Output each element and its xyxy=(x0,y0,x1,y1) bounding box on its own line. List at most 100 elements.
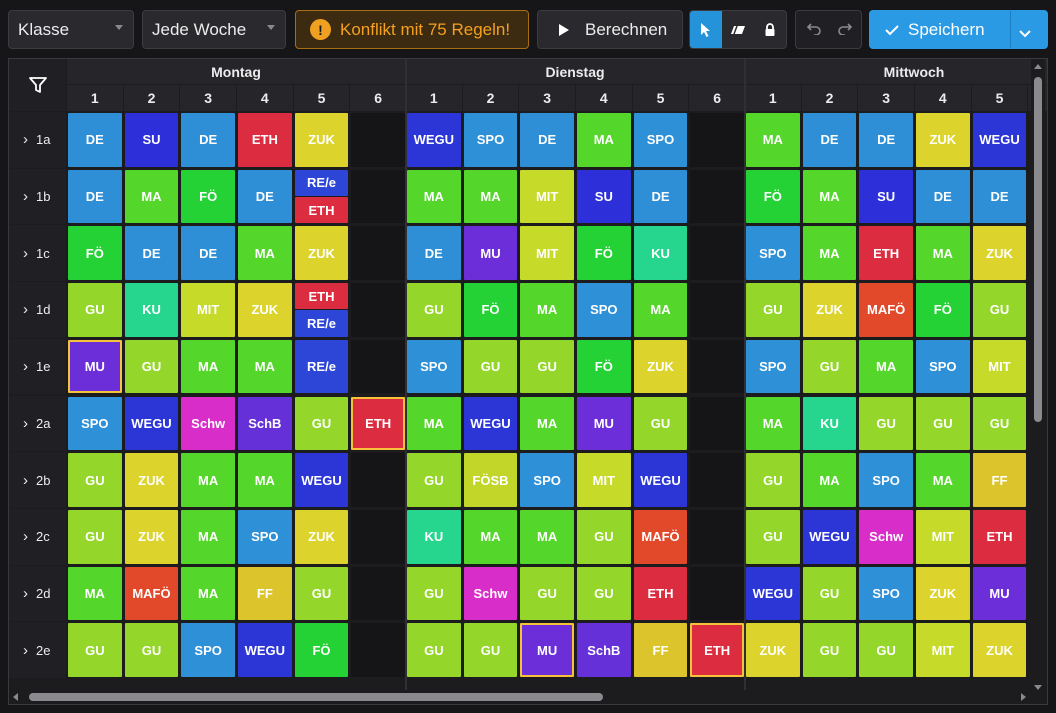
lesson-cell[interactable]: MU xyxy=(68,339,122,394)
lesson-cell[interactable]: FF xyxy=(238,566,292,621)
row-label[interactable]: › 2d xyxy=(9,565,66,622)
lesson-cell[interactable]: ETH xyxy=(351,396,405,451)
redo-button[interactable] xyxy=(837,20,853,40)
lesson-cell[interactable]: GU xyxy=(407,283,461,337)
lesson-cell[interactable]: MU xyxy=(463,226,518,281)
lesson-cell[interactable]: RE/e xyxy=(294,339,349,394)
lesson-cell[interactable]: KU xyxy=(407,509,461,564)
lesson-cell[interactable]: KU xyxy=(802,396,857,451)
lesson-cell[interactable]: MIT xyxy=(520,226,574,281)
lesson-cell[interactable]: ZUK xyxy=(124,453,179,507)
lesson-cell[interactable]: DE xyxy=(916,169,970,224)
lesson-cell[interactable]: ZUK xyxy=(294,226,349,281)
compute-button[interactable]: Berechnen xyxy=(537,10,683,49)
lesson-cell[interactable]: GU xyxy=(68,283,122,337)
lesson-cell[interactable]: MA xyxy=(124,169,179,224)
scroll-down-icon[interactable] xyxy=(1034,685,1042,690)
lesson-cell[interactable]: Schw xyxy=(181,396,235,451)
lesson-cell[interactable]: MA xyxy=(68,566,122,621)
lesson-cell[interactable]: ETH xyxy=(972,509,1027,564)
empty-slot[interactable] xyxy=(351,509,405,564)
lesson-cell[interactable]: MIT xyxy=(181,283,235,337)
lesson-cell[interactable]: GU xyxy=(916,396,970,451)
row-label[interactable]: › 1e xyxy=(9,338,66,395)
lesson-cell[interactable]: GU xyxy=(68,453,122,507)
lesson-cell[interactable]: DE xyxy=(520,113,574,167)
lesson-cell[interactable]: SPO xyxy=(577,283,631,337)
lesson-cell[interactable]: GU xyxy=(802,623,857,677)
row-label[interactable]: › 2e xyxy=(9,622,66,678)
lesson-cell[interactable]: SPO xyxy=(746,339,800,394)
eraser-mode-button[interactable] xyxy=(722,11,754,48)
lesson-cell[interactable]: MU xyxy=(520,623,574,677)
empty-slot[interactable] xyxy=(351,113,405,167)
lesson-cell[interactable]: SPO xyxy=(633,113,688,167)
lesson-cell[interactable]: DE xyxy=(181,113,235,167)
lesson-cell[interactable]: MA xyxy=(238,339,292,394)
empty-slot[interactable] xyxy=(690,453,744,507)
lesson-cell[interactable]: GU xyxy=(802,339,857,394)
empty-slot[interactable] xyxy=(351,226,405,281)
lesson-cell[interactable]: SPO xyxy=(68,396,122,451)
lesson-cell[interactable]: MIT xyxy=(916,623,970,677)
lesson-cell[interactable]: MA xyxy=(181,509,235,564)
lesson-cell[interactable]: MIT xyxy=(916,509,970,564)
filter-button[interactable] xyxy=(9,59,66,111)
lesson-cell[interactable]: GU xyxy=(577,566,631,621)
empty-slot[interactable] xyxy=(351,453,405,507)
lesson-cell[interactable]: ETH xyxy=(690,623,744,677)
lesson-cell[interactable]: DE xyxy=(972,169,1027,224)
lesson-cell[interactable]: RE/e xyxy=(294,310,349,337)
lesson-cell[interactable]: GU xyxy=(802,566,857,621)
lesson-cell[interactable]: GU xyxy=(407,566,461,621)
row-label[interactable]: › 2c xyxy=(9,508,66,565)
lesson-cell[interactable]: GU xyxy=(859,623,913,677)
lesson-cell[interactable]: ETH xyxy=(633,566,688,621)
lesson-cell[interactable]: MA xyxy=(577,113,631,167)
scroll-up-icon[interactable] xyxy=(1034,64,1042,69)
lesson-cell[interactable]: MA xyxy=(181,566,235,621)
lesson-cell[interactable]: WEGU xyxy=(802,509,857,564)
lesson-cell[interactable]: MA xyxy=(520,509,574,564)
lesson-cell[interactable]: ZUK xyxy=(972,226,1027,281)
horizontal-scrollbar[interactable] xyxy=(9,690,1039,704)
lesson-cell[interactable]: GU xyxy=(520,566,574,621)
lesson-cell[interactable]: WEGU xyxy=(407,113,461,167)
lesson-cell[interactable]: WEGU xyxy=(633,453,688,507)
empty-slot[interactable] xyxy=(690,509,744,564)
lesson-cell[interactable]: WEGU xyxy=(746,566,800,621)
lesson-cell[interactable]: WEGU xyxy=(972,113,1027,167)
lesson-cell[interactable]: GU xyxy=(294,566,349,621)
view-select[interactable]: Klasse xyxy=(8,10,134,49)
lesson-cell[interactable]: Schw xyxy=(859,509,913,564)
row-label[interactable]: › 1d xyxy=(9,282,66,338)
lesson-cell[interactable]: GU xyxy=(68,623,122,677)
lesson-cell[interactable]: MU xyxy=(972,566,1027,621)
lesson-cell[interactable]: SPO xyxy=(407,339,461,394)
lesson-cell[interactable]: GU xyxy=(972,283,1027,337)
lesson-cell[interactable]: FÖ xyxy=(463,283,518,337)
horizontal-scroll-thumb[interactable] xyxy=(29,693,603,701)
vertical-scroll-thumb[interactable] xyxy=(1034,77,1042,422)
vertical-scrollbar[interactable] xyxy=(1031,59,1045,704)
lesson-cell[interactable]: DE xyxy=(407,226,461,281)
lesson-cell[interactable]: GU xyxy=(746,283,800,337)
save-button[interactable]: Speichern xyxy=(869,10,1048,49)
lesson-cell[interactable]: MAFÖ xyxy=(859,283,913,337)
lesson-cell[interactable]: FF xyxy=(633,623,688,677)
lesson-cell[interactable]: MA xyxy=(238,453,292,507)
lesson-cell[interactable]: ETH xyxy=(238,113,292,167)
lesson-cell[interactable]: SPO xyxy=(463,113,518,167)
lesson-cell[interactable]: GU xyxy=(633,396,688,451)
lesson-cell[interactable]: DE xyxy=(238,169,292,224)
empty-slot[interactable] xyxy=(690,169,744,224)
lesson-cell[interactable]: GU xyxy=(407,623,461,677)
lesson-cell[interactable]: FF xyxy=(972,453,1027,507)
lesson-cell[interactable]: FÖ xyxy=(68,226,122,281)
lesson-cell[interactable]: MAFÖ xyxy=(633,509,688,564)
lesson-cell[interactable]: GU xyxy=(463,623,518,677)
lesson-cell[interactable]: GU xyxy=(746,453,800,507)
empty-slot[interactable] xyxy=(351,169,405,224)
lesson-cell[interactable]: MA xyxy=(802,453,857,507)
lesson-cell[interactable]: WEGU xyxy=(124,396,179,451)
